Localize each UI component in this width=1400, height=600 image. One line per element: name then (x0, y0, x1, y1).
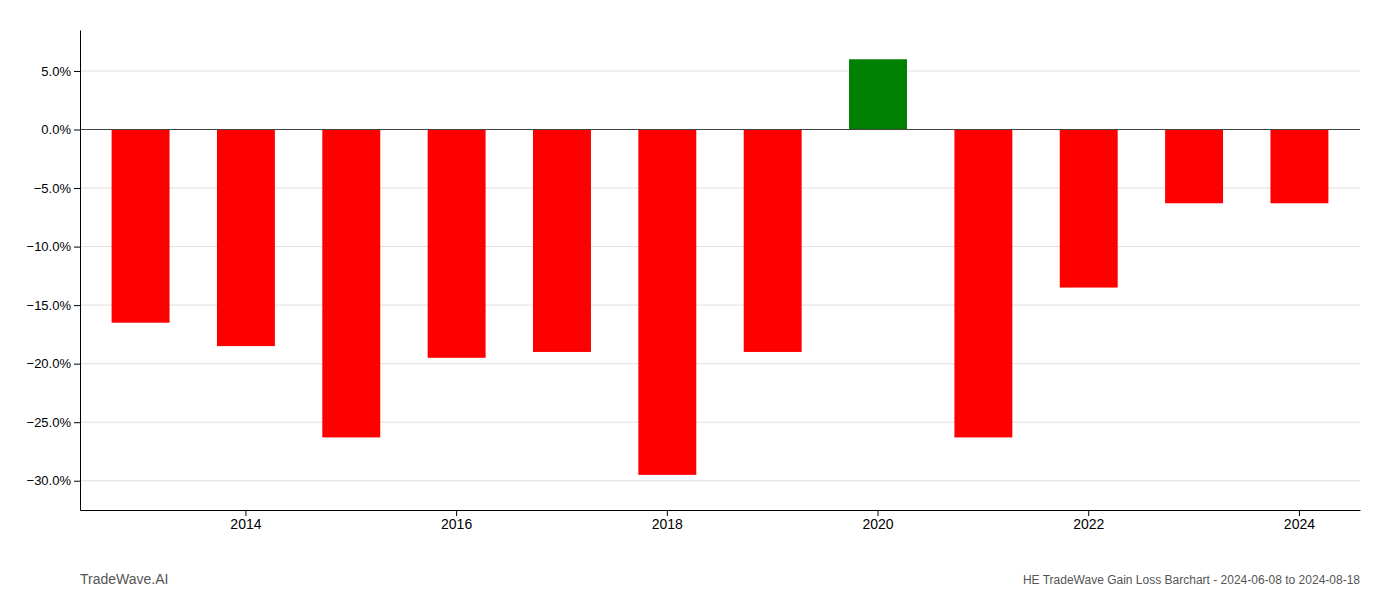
y-axis: −30.0% −25.0% −20.0% −15.0% −10.0% −5.0% 0.0% 5… (27, 31, 81, 511)
x-tick: 2024 (1284, 510, 1315, 532)
marks (112, 59, 1329, 475)
x-tick-label: 2020 (862, 516, 893, 532)
subtitle: TradeWave.AI (80, 571, 168, 587)
grid-line (80, 422, 1360, 423)
x-tick: 2014 (230, 510, 261, 532)
bar (428, 130, 486, 358)
y-tick-mark (74, 305, 80, 306)
y-tick: −25.0% (27, 415, 80, 430)
title: HE TradeWave Gain Loss Barchart - 2024-0… (1023, 573, 1360, 587)
x-tick: 2016 (441, 510, 472, 532)
x-tick-label: 2024 (1284, 516, 1315, 532)
y-tick-label: 5.0% (41, 64, 71, 79)
y-tick: −20.0% (27, 356, 80, 371)
x-tick-label: 2014 (230, 516, 261, 532)
y-tick-label: −25.0% (27, 415, 72, 430)
bar (112, 130, 170, 323)
grid (80, 71, 1360, 481)
bar (1270, 130, 1328, 204)
grid-line (80, 480, 1360, 481)
bar (638, 130, 696, 475)
zero-line (80, 129, 1360, 130)
bar (849, 59, 907, 129)
grid-line (80, 129, 1360, 130)
y-tick-mark (74, 481, 80, 482)
y-tick-label: −30.0% (27, 473, 72, 488)
bar (533, 130, 591, 352)
x-tick-label: 2018 (652, 516, 683, 532)
y-tick-label: −5.0% (34, 181, 72, 196)
y-tick: −15.0% (27, 298, 80, 313)
y-tick-mark (74, 130, 80, 131)
chart: −30.0% −25.0% −20.0% −15.0% −10.0% −5.0% 0.0% 5… (0, 0, 1400, 600)
y-tick-mark (74, 188, 80, 189)
y-tick: 0.0% (41, 122, 80, 137)
y-tick: −30.0% (27, 473, 80, 488)
y-tick-mark (74, 422, 80, 423)
grid-line (80, 363, 1360, 364)
x-axis-line (81, 510, 1361, 511)
y-tick-mark (74, 71, 80, 72)
x-tick-label: 2022 (1073, 516, 1104, 532)
y-tick: −5.0% (34, 181, 80, 196)
x-tick: 2020 (862, 510, 893, 532)
bar (322, 130, 380, 438)
x-tick-label: 2016 (441, 516, 472, 532)
y-tick-mark (74, 364, 80, 365)
y-tick-mark (74, 247, 80, 248)
bar (744, 130, 802, 352)
bar (1060, 130, 1118, 288)
plot: −30.0% −25.0% −20.0% −15.0% −10.0% −5.0% 0.0% 5… (27, 31, 1361, 532)
y-tick-label: 0.0% (41, 122, 71, 137)
bar (954, 130, 1012, 438)
bar (217, 130, 275, 347)
grid-line (80, 70, 1360, 71)
y-tick-label: −10.0% (27, 239, 72, 254)
y-tick-label: −20.0% (27, 356, 72, 371)
y-tick: 5.0% (41, 64, 80, 79)
bar (1165, 130, 1223, 204)
y-tick: −10.0% (27, 239, 80, 254)
x-tick: 2022 (1073, 510, 1104, 532)
y-axis-line (80, 31, 81, 511)
x-axis: 2014 2016 2018 2020 2022 2024 (81, 510, 1361, 532)
x-tick: 2018 (652, 510, 683, 532)
y-tick-label: −15.0% (27, 298, 72, 313)
